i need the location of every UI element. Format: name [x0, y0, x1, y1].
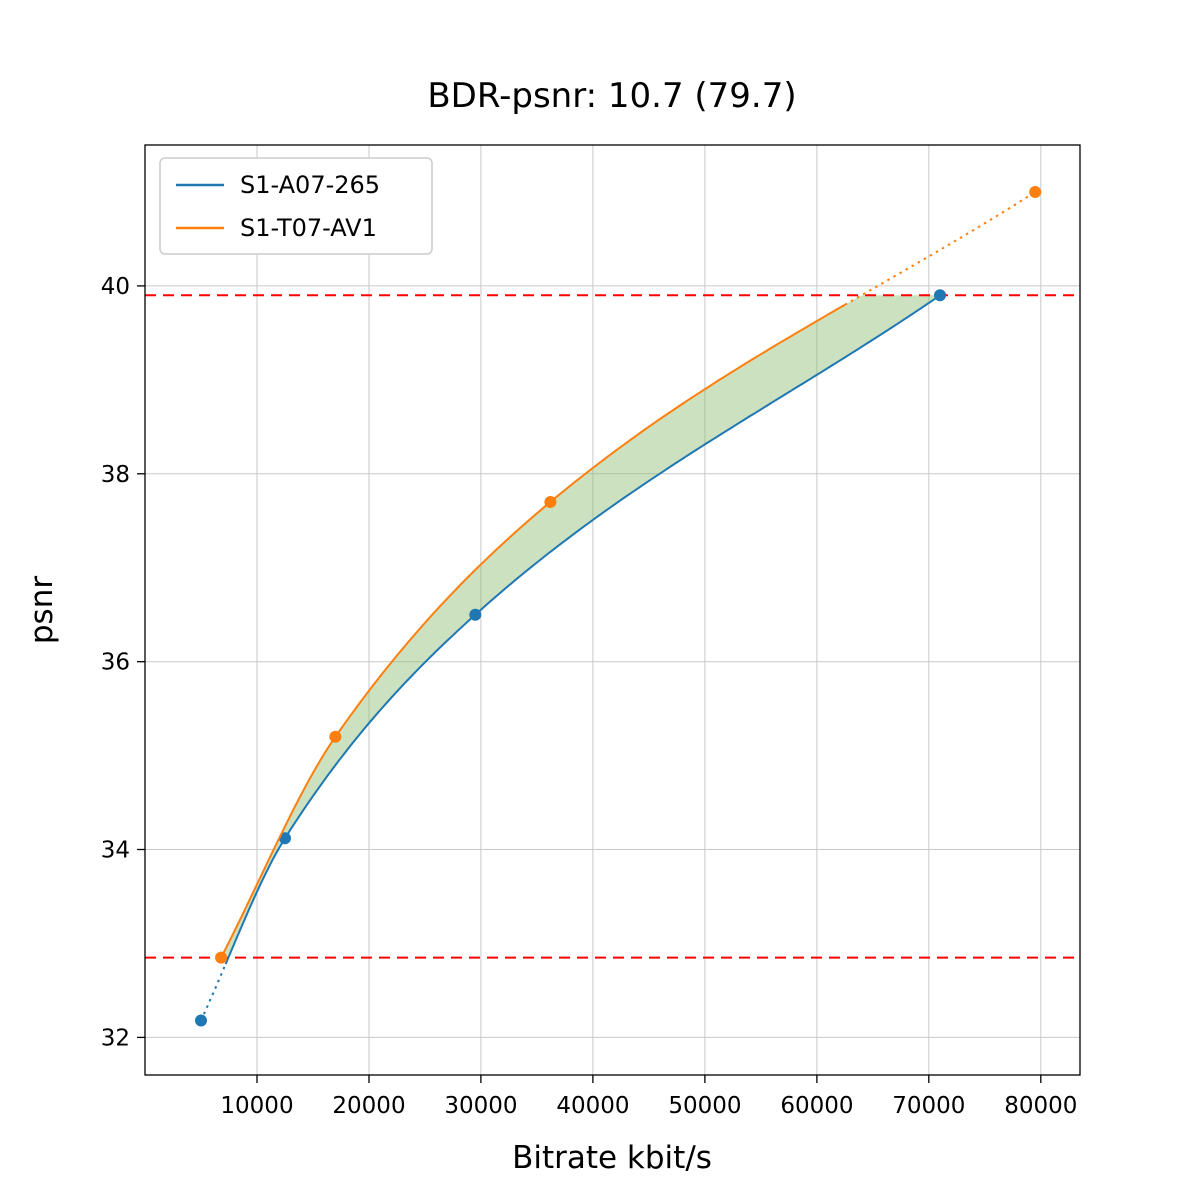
- data-point-marker: [469, 608, 482, 621]
- bd-shaded-region: [221, 295, 941, 958]
- x-tick-label: 80000: [1004, 1093, 1077, 1119]
- y-tick-label: 38: [101, 462, 130, 488]
- data-point-marker: [279, 832, 291, 845]
- data-point-marker: [934, 289, 946, 302]
- x-tick-label: 20000: [332, 1093, 405, 1119]
- y-tick-label: 40: [101, 274, 130, 300]
- data-point-marker: [329, 730, 342, 743]
- y-tick-label: 32: [101, 1025, 130, 1051]
- x-axis-label: Bitrate kbit/s: [512, 1140, 712, 1176]
- plot-area: 10000 20000 30000 40000 50000 60000 70000 80000…: [101, 144, 1081, 1119]
- data-point-marker: [195, 1014, 207, 1027]
- series-line: [224, 294, 941, 965]
- x-tick-label: 70000: [892, 1093, 965, 1119]
- data-point-marker: [215, 951, 228, 964]
- series-line-extrapolated: [844, 191, 1036, 306]
- x-tick-label: 50000: [668, 1093, 741, 1119]
- data-point-marker: [544, 496, 557, 508]
- y-tick-label: 34: [101, 838, 130, 864]
- x-tick-label: 10000: [220, 1093, 293, 1119]
- chart-title: BDR-psnr: 10.7 (79.7): [427, 76, 796, 116]
- x-tick-label: 60000: [780, 1093, 853, 1119]
- y-tick-label: 36: [101, 650, 130, 676]
- series-line: [220, 303, 846, 959]
- data-point-marker: [1029, 186, 1042, 198]
- y-axis-label: psnr: [24, 576, 60, 644]
- legend: S1-A07-265 S1-T07-AV1: [159, 157, 433, 255]
- legend-label: S1-T07-AV1: [240, 214, 377, 242]
- axes-frame: [144, 144, 1081, 1076]
- x-tick-label: 40000: [556, 1093, 629, 1119]
- legend-box: [159, 157, 433, 255]
- x-tick-label: 30000: [444, 1093, 517, 1119]
- series-line-extrapolated: [200, 963, 227, 1021]
- legend-label: S1-A07-265: [240, 171, 380, 199]
